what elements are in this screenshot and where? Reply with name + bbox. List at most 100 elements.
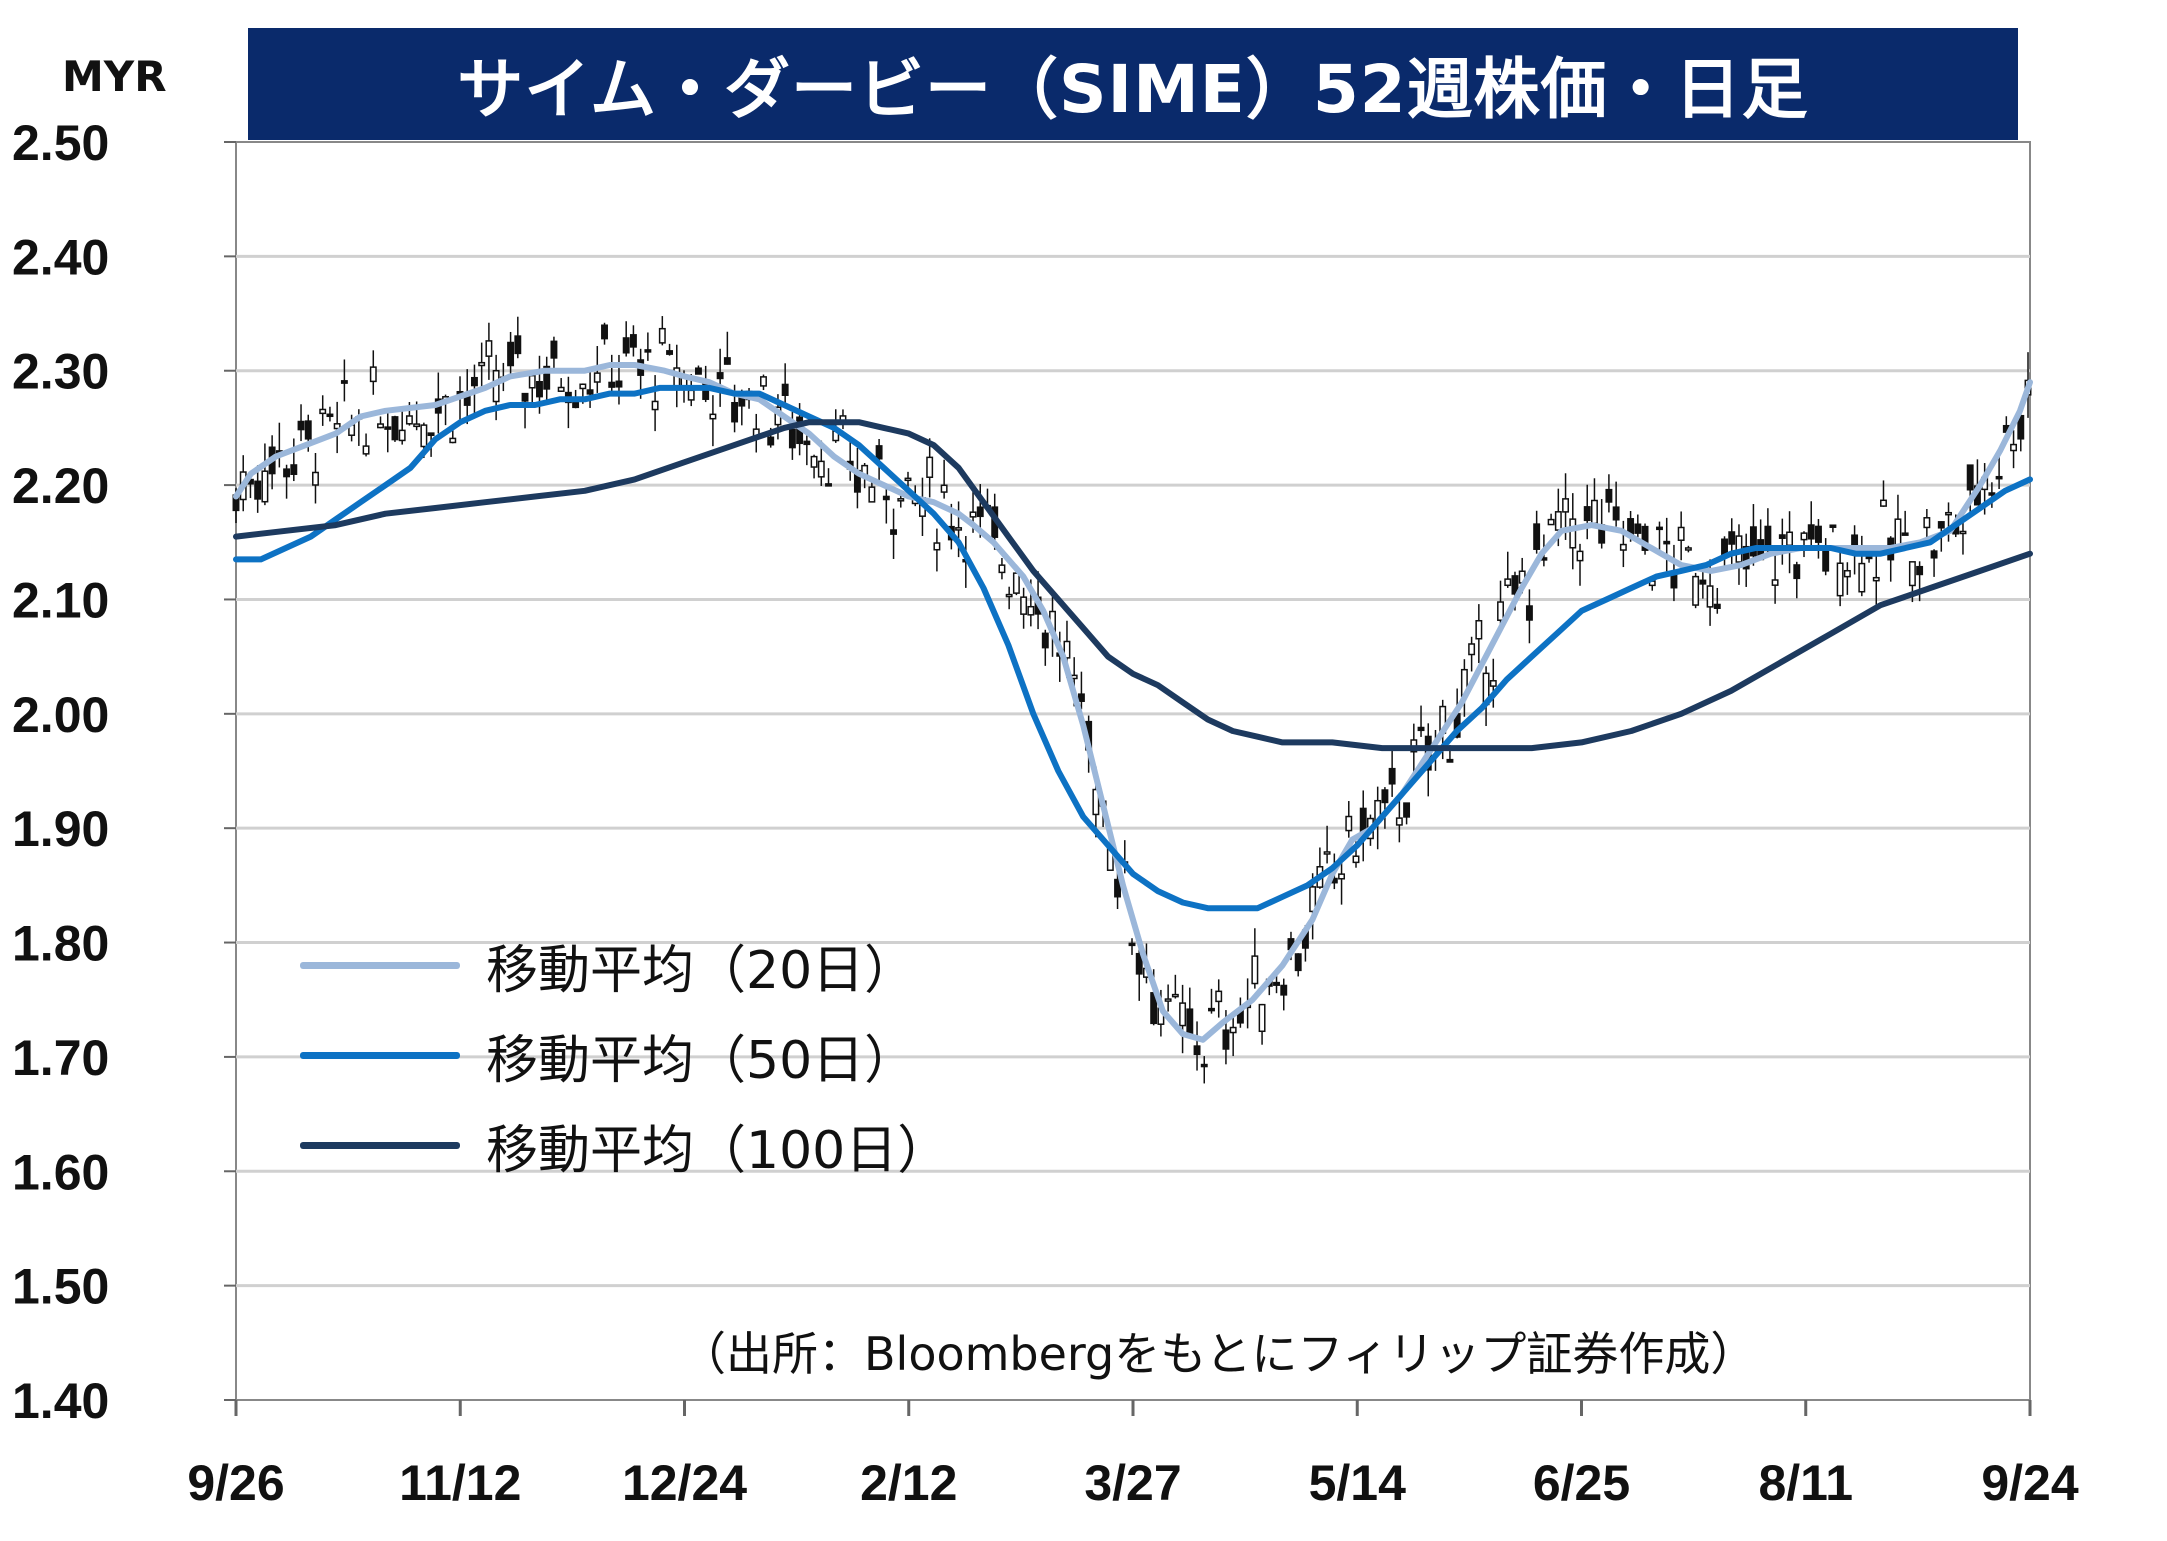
candle-body [760,376,767,387]
candle-body [803,440,811,446]
x-tick-label: 8/11 [1758,1455,1853,1511]
candle-body [817,460,825,478]
y-tick-label: 2.20 [12,458,109,514]
candle-body [651,400,659,411]
candle-body [1619,543,1627,551]
candle-body [1605,488,1613,503]
candle-body [1468,643,1476,656]
candle-body [470,376,478,387]
candle-body [536,380,543,398]
candle-body [1872,576,1880,582]
candle-body [1684,547,1692,551]
candle-body [1966,464,1974,491]
y-tick-label: 1.80 [12,916,109,972]
candle-body [391,416,399,441]
candle-body [926,456,934,478]
candle-body [586,389,594,395]
candle-body [1208,1007,1215,1012]
candle-body [1656,526,1663,531]
candle-body [1186,1008,1194,1036]
candle-body [810,455,818,468]
candle-body [608,381,616,388]
candle-body [283,468,291,478]
candle-body [1988,492,1996,496]
candle-body [1692,575,1700,606]
legend-swatch-ma20 [300,961,460,969]
candle-body [1800,532,1808,541]
candle-body [319,408,327,415]
candle-body [1576,550,1584,562]
candle-body [1937,521,1945,529]
candle-body [254,480,262,500]
candle-body [1663,540,1671,545]
y-tick-label: 1.40 [12,1373,109,1429]
y-tick-label: 2.40 [12,229,109,285]
candle-body [1590,499,1598,525]
candle-body [1612,506,1620,521]
x-tick-label: 9/26 [187,1455,284,1511]
candle-body [1309,886,1317,913]
candle-body [1294,953,1302,972]
candle-body [1497,601,1504,621]
candle-body [1005,593,1013,598]
candle-body [658,327,666,344]
candle-body [420,424,428,448]
candle-body [1135,952,1143,975]
candle-body [1338,873,1346,880]
candle-body [1077,693,1085,702]
candle-body [449,437,457,444]
candle-body [557,386,565,392]
candle-body [1829,524,1837,528]
candle-body [514,335,522,355]
candle-body [998,564,1006,574]
plot-area [235,141,2031,1401]
candle-body [1641,525,1649,551]
x-tick-label: 12/24 [622,1455,747,1511]
candle-body [543,365,551,390]
series-line-ma50 [233,384,2033,912]
candle-body [1323,851,1331,855]
x-tick-label: 2/12 [860,1455,957,1511]
candle-body [1547,518,1555,526]
legend-label-ma100: 移動平均（100日） [486,1120,950,1181]
candle-body [1164,998,1172,1002]
candle-body [507,341,515,367]
y-tick-label: 2.10 [12,572,109,628]
candle-body [1778,534,1786,539]
candle-body [362,445,370,455]
candle-body [1880,499,1887,507]
y-axis-unit-label: MYR [62,52,167,101]
candle-body [1251,955,1259,985]
candle-body [1489,680,1497,687]
candle-body [593,372,601,383]
y-tick-label: 1.70 [12,1030,109,1086]
candle-body [716,372,724,380]
x-tick-label: 3/27 [1084,1455,1181,1511]
candle-body [897,498,905,502]
candle-body [1388,767,1396,785]
series-line-ma20 [233,362,2033,1043]
candle-body [694,367,702,375]
candle-body [405,415,413,425]
candle-body [1995,475,2003,480]
candle-body [1417,726,1425,732]
candle-body [1179,1002,1187,1027]
candle-body [1562,498,1570,513]
candle-body [1273,981,1280,986]
candle-body [1706,585,1714,608]
candle-body [485,340,493,357]
candle-body [398,429,406,442]
candle-body [340,380,348,384]
x-tick-label: 5/14 [1309,1455,1407,1511]
candle-body [1258,1003,1266,1033]
candle-body [290,464,298,475]
candle-body [1836,562,1844,597]
candle-body [1959,530,1967,535]
candle-body [601,324,608,340]
candle-body [579,383,587,390]
candle-body [1020,596,1028,615]
candle-body [1843,569,1851,578]
candle-body [955,527,963,531]
candle-body [550,340,558,359]
